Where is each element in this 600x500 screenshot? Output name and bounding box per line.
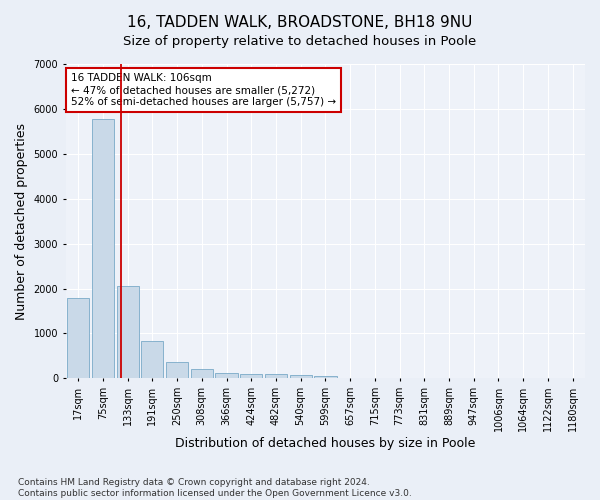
Y-axis label: Number of detached properties: Number of detached properties xyxy=(15,122,28,320)
Text: Size of property relative to detached houses in Poole: Size of property relative to detached ho… xyxy=(124,35,476,48)
Bar xyxy=(240,374,262,378)
Bar xyxy=(166,362,188,378)
Text: 16 TADDEN WALK: 106sqm
← 47% of detached houses are smaller (5,272)
52% of semi-: 16 TADDEN WALK: 106sqm ← 47% of detached… xyxy=(71,74,336,106)
Bar xyxy=(141,342,163,378)
Bar xyxy=(92,119,114,378)
X-axis label: Distribution of detached houses by size in Poole: Distribution of detached houses by size … xyxy=(175,437,476,450)
Bar xyxy=(290,375,312,378)
Bar xyxy=(191,369,213,378)
Bar xyxy=(67,298,89,378)
Bar xyxy=(314,376,337,378)
Text: Contains HM Land Registry data © Crown copyright and database right 2024.
Contai: Contains HM Land Registry data © Crown c… xyxy=(18,478,412,498)
Bar xyxy=(265,374,287,378)
Bar xyxy=(116,286,139,378)
Text: 16, TADDEN WALK, BROADSTONE, BH18 9NU: 16, TADDEN WALK, BROADSTONE, BH18 9NU xyxy=(127,15,473,30)
Bar xyxy=(215,373,238,378)
